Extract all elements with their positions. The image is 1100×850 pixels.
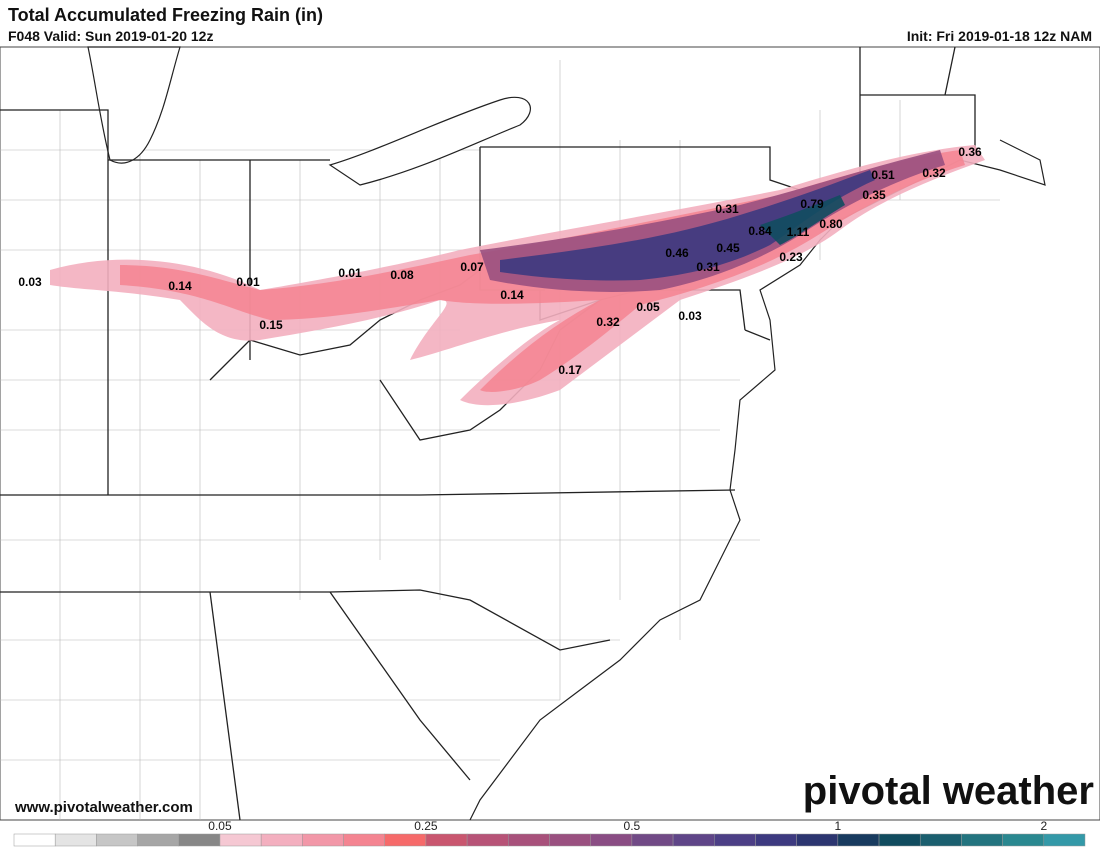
colorbar-swatch (961, 833, 1003, 847)
value-label: 0.31 (715, 202, 739, 216)
value-label: 0.15 (259, 318, 283, 332)
colorbar-swatch (1002, 833, 1045, 847)
colorbar-swatch (384, 833, 427, 847)
value-label: 0.45 (716, 241, 740, 255)
website: www.pivotalweather.com (14, 799, 193, 816)
colorbar-swatch (466, 833, 509, 847)
logo: pivotal weather (803, 769, 1094, 813)
colorbar-swatch (343, 833, 385, 847)
colorbar-swatch (755, 833, 797, 847)
colorbar-swatch (672, 833, 715, 847)
colorbar: 0.05 0.25 0.5 1 2 (13, 819, 1086, 847)
value-label: 0.32 (922, 166, 946, 180)
colorbar-swatch (1043, 833, 1086, 847)
value-label: 0.01 (236, 275, 260, 289)
colorbar-swatch (508, 833, 550, 847)
colorbar-swatch (178, 833, 221, 847)
valid-time: F048 Valid: Sun 2019-01-20 12z (8, 28, 213, 44)
value-label: 0.01 (338, 266, 362, 280)
value-label: 0.14 (168, 279, 192, 293)
colorbar-swatch (631, 833, 674, 847)
value-labels: 0.03 0.14 0.01 0.01 0.08 0.07 0.15 0.14 0.32 0.05… (18, 145, 982, 377)
value-label: 0.17 (558, 363, 582, 377)
value-label: 0.23 (779, 250, 803, 264)
colorbar-swatch (137, 833, 180, 847)
precip-extreme (760, 195, 845, 245)
colorbar-swatch (919, 833, 962, 847)
value-label: 0.35 (862, 188, 886, 202)
colorbar-swatch (590, 833, 633, 847)
colorbar-tick-label: 0.25 (414, 819, 438, 833)
lake-erie (328, 96, 531, 186)
value-label: 0.46 (665, 246, 689, 260)
title: Total Accumulated Freezing Rain (in) (8, 5, 323, 25)
value-label: 0.79 (800, 197, 824, 211)
colorbar-swatch (549, 833, 591, 847)
colorbar-swatch (837, 833, 880, 847)
freezing-rain-field (50, 145, 985, 406)
value-label: 0.08 (390, 268, 414, 282)
colorbar-tick-label: 0.05 (208, 819, 232, 833)
precip-very-heavy (500, 170, 875, 281)
value-label: 0.51 (871, 168, 895, 182)
colorbar-swatch (714, 833, 756, 847)
value-label: 0.03 (678, 309, 702, 323)
value-label: 0.05 (636, 300, 660, 314)
value-label: 0.80 (819, 217, 843, 231)
colorbar-tick-label: 2 (1040, 819, 1047, 833)
value-label: 0.14 (500, 288, 524, 302)
colorbar-swatch (219, 833, 262, 847)
colorbar-swatch (96, 833, 138, 847)
value-label: 1.11 (787, 225, 810, 239)
colorbar-swatch (878, 833, 921, 847)
basemap (0, 46, 1046, 821)
value-label: 0.36 (958, 145, 982, 159)
init-time: Init: Fri 2019-01-18 12z NAM (907, 28, 1092, 44)
colorbar-tick-label: 0.5 (624, 819, 641, 833)
value-label: 0.07 (460, 260, 484, 274)
value-label: 0.32 (596, 315, 620, 329)
colorbar-swatch (13, 833, 56, 847)
value-label: 0.31 (696, 260, 720, 274)
colorbar-swatch (54, 833, 97, 847)
value-label: 0.84 (748, 224, 772, 238)
colorbar-swatch (796, 833, 839, 847)
colorbar-swatch (260, 833, 303, 847)
value-label: 0.03 (18, 275, 42, 289)
colorbar-swatch (425, 833, 468, 847)
colorbar-tick-label: 1 (835, 819, 842, 833)
colorbar-swatch (302, 833, 344, 847)
